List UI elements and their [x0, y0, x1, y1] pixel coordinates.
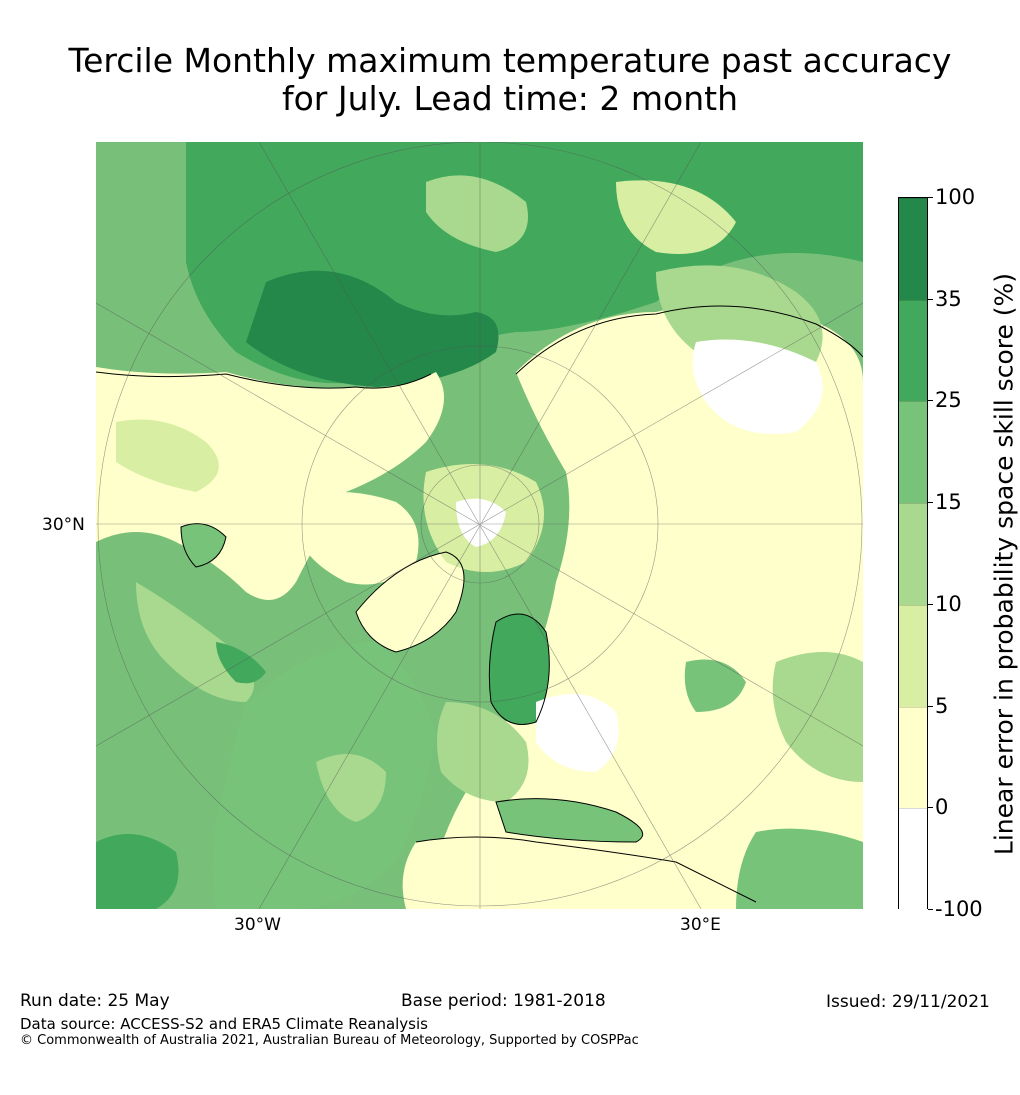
colorbar-bin [899, 706, 927, 809]
colorbar-bin [899, 299, 927, 402]
atlantic-ocean-dark [96, 834, 179, 909]
north-america-green [116, 419, 219, 492]
mediterranean [496, 798, 643, 842]
europe-white [536, 694, 619, 772]
europe-green [437, 702, 529, 802]
colorbar [898, 197, 928, 910]
colorbar-tick [928, 909, 933, 910]
colorbar-tick-label: 35 [935, 286, 962, 311]
colorbar-tick-label: 5 [935, 693, 949, 718]
colorbar-tick [928, 298, 933, 300]
data-source: Data source: ACCESS-S2 and ERA5 Climate … [20, 1015, 428, 1033]
map-title-line-2: for July. Lead time: 2 month [281, 79, 738, 118]
siberia-green [656, 265, 823, 366]
coastline-africa [415, 836, 757, 903]
atlantic-light [316, 754, 386, 822]
colorbar-tick-label: 100 [935, 185, 976, 209]
canadian-archipelago [296, 492, 419, 585]
africa [402, 837, 696, 909]
greenland [356, 552, 464, 652]
arctic-ocean-white [456, 498, 506, 547]
lon-30e-label: 30°E [680, 915, 721, 935]
colorbar-tick [928, 502, 933, 504]
colorbar-bin [899, 808, 927, 910]
hudson-bay [181, 523, 226, 567]
colorbar-tick [928, 603, 933, 605]
colorbar-bin [899, 198, 927, 300]
coastline-hudson [180, 523, 227, 568]
colorbar-tick-label: 10 [935, 591, 962, 616]
colorbar-tick [928, 400, 933, 402]
issued-date: Issued: 29/11/2021 [826, 992, 990, 1012]
asia-east-green [772, 652, 863, 782]
caspian-green [684, 659, 746, 712]
base-period: Base period: 1981-2018 [401, 991, 606, 1011]
darkest-skill-region-north [246, 270, 499, 387]
run-date: Run date: 25 May [20, 991, 170, 1011]
eurasia-land [426, 304, 863, 909]
coastline-greenland [355, 551, 465, 653]
lon-30w-label: 30°W [234, 915, 281, 935]
coastline-mediterranean [495, 798, 644, 843]
colorbar-tick [928, 807, 933, 809]
colorbar-tick-label: 15 [935, 490, 962, 515]
copyright: © Commonwealth of Australia 2021, Austra… [20, 1033, 639, 1048]
lat-30n-label: 30°N [42, 515, 85, 535]
colorbar-tick [928, 705, 933, 707]
great-lakes-region [216, 642, 266, 684]
asia-south-dark [736, 828, 863, 909]
colorbar-bin [899, 604, 927, 707]
colorbar-tick-label: -100 [935, 897, 983, 921]
light-ocean-patch-3 [616, 180, 736, 254]
colorbar-tick [928, 197, 933, 198]
scandinavia-green [489, 614, 550, 725]
coastline-eurasia [515, 305, 863, 375]
graticule [96, 142, 863, 909]
map-title-line-1: Tercile Monthly maximum temperature past… [68, 41, 952, 80]
siberia-white [692, 339, 823, 434]
skill-score-map [96, 142, 863, 909]
colorbar-bin [899, 401, 927, 504]
light-ocean-patch-2 [426, 175, 528, 252]
colorbar-tick-label: 0 [935, 795, 949, 820]
colorbar-bin [899, 503, 927, 605]
colorbar-tick-label: 25 [935, 388, 962, 413]
colorbar-title: Linear error in probability space skill … [989, 272, 1019, 856]
coastline-north-america [96, 371, 432, 389]
